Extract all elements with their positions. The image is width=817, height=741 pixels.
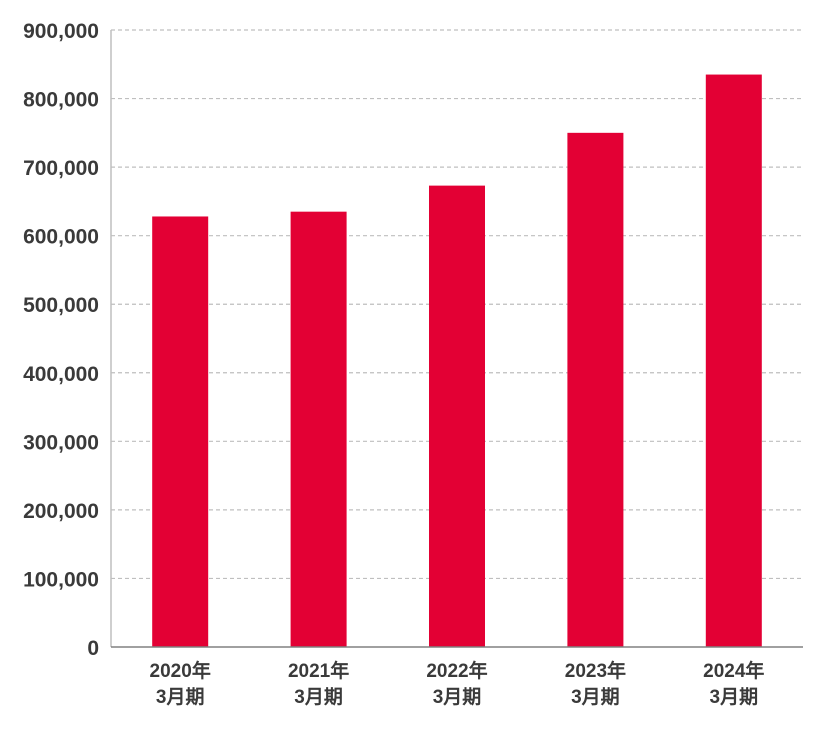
bars (152, 74, 762, 648)
x-tick-label-period: 3月期 (710, 686, 759, 708)
x-tick-label-period: 3月期 (571, 686, 620, 708)
x-tick-label-period: 3月期 (294, 686, 343, 708)
y-tick-label: 700,000 (23, 157, 99, 180)
bar (705, 74, 762, 648)
bar (290, 211, 347, 647)
x-tick-label-period: 3月期 (433, 686, 482, 708)
bar (567, 132, 624, 648)
y-tick-label: 900,000 (23, 20, 99, 43)
x-tick-label-year: 2020年 (150, 659, 211, 682)
axes (110, 30, 803, 648)
y-tick-label: 600,000 (23, 226, 99, 249)
x-tick-label-year: 2023年 (565, 659, 626, 682)
y-tick-label: 100,000 (23, 568, 99, 591)
x-tick-label-year: 2024年 (703, 659, 764, 682)
y-tick-label: 800,000 (23, 89, 99, 112)
bar (429, 185, 485, 648)
y-tick-label: 300,000 (23, 431, 99, 454)
y-tick-label: 0 (87, 637, 99, 660)
x-tick-label-year: 2022年 (426, 659, 487, 682)
x-tick-label-period: 3月期 (156, 686, 205, 708)
y-axis-ticks: 0 100,000 200,000 300,000 400,000 500,000 600,… (23, 20, 99, 660)
x-tick-label-year: 2021年 (288, 659, 349, 682)
x-axis-ticks: 2020年 3月期 2021年 3月期 2022年 3月期 2023年 3月期 2024年 3月期 (150, 659, 765, 708)
y-tick-label: 200,000 (23, 500, 99, 523)
bar (152, 216, 209, 647)
y-tick-label: 500,000 (23, 294, 99, 317)
y-tick-label: 400,000 (23, 363, 99, 386)
